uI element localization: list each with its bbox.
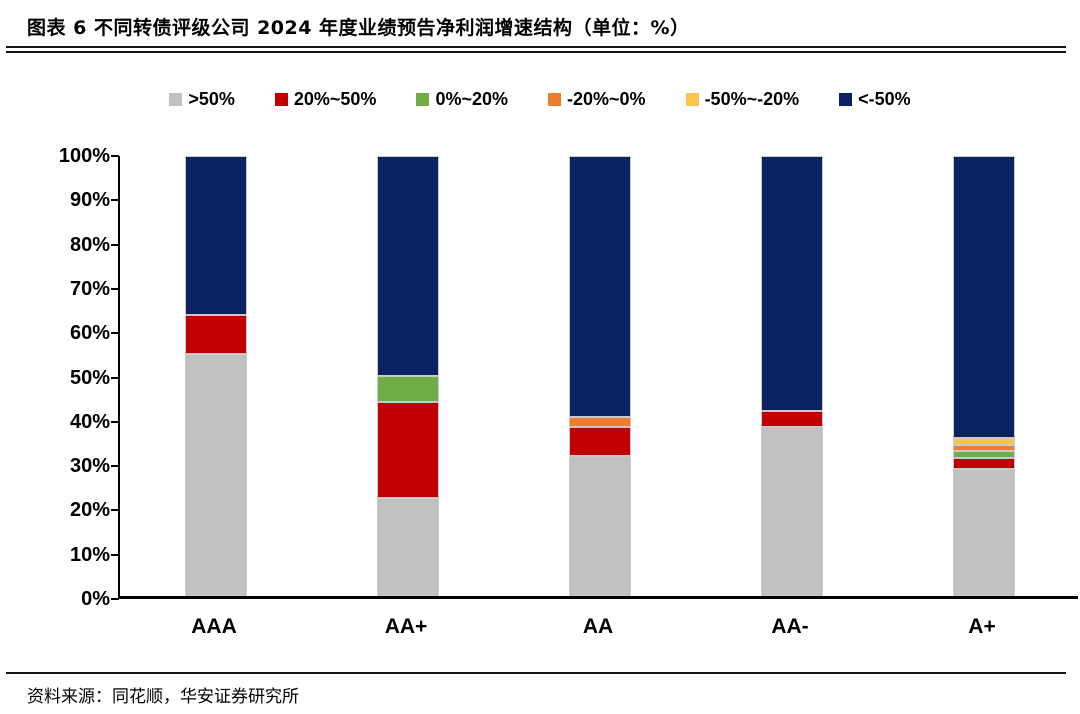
y-axis-tick: [111, 376, 119, 379]
x-axis-label: AA+: [384, 615, 428, 638]
figure-title: 图表 6 不同转债评级公司 2024 年度业绩预告净利润增速结构（单位：%）: [27, 17, 690, 39]
bar-segment: [569, 456, 631, 596]
y-axis-label: 40%: [69, 410, 110, 433]
legend-swatch-icon: [548, 92, 561, 106]
bar-segment: [953, 156, 1015, 439]
x-axis-labels: AAA AA+ AA AA- A+: [118, 615, 1078, 643]
bar-segment: [761, 156, 823, 412]
legend-label: 20%~50%: [293, 88, 377, 109]
bar-segment: [569, 156, 631, 418]
bar-segment: [185, 354, 247, 596]
y-axis-tick: [111, 598, 119, 600]
legend-label: <-50%: [858, 88, 911, 109]
bar-segment: [953, 438, 1015, 446]
legend-label: -50%~-20%: [704, 88, 800, 109]
stacked-bar-aaminus: [761, 156, 823, 596]
y-axis-label: 90%: [69, 189, 110, 212]
y-axis-tick: [111, 420, 119, 423]
y-axis-tick: [111, 243, 119, 246]
legend-label: 0%~20%: [435, 88, 508, 109]
legend-swatch-icon: [685, 92, 699, 106]
bar-segment: [377, 156, 439, 376]
legend-swatch-icon: [274, 92, 288, 106]
y-axis-label: 50%: [69, 366, 110, 389]
source-note: 资料来源：同花顺，华安证券研究所: [27, 687, 299, 706]
legend-swatch-icon: [839, 92, 853, 106]
y-axis-tick: [111, 332, 119, 335]
footer-divider: [6, 672, 1066, 674]
bar-segment: [953, 445, 1015, 451]
bar-segment: [185, 314, 247, 355]
stacked-bar-aaa: [185, 156, 247, 596]
legend-item[interactable]: 0%~20%: [416, 89, 508, 110]
bar-segment: [185, 156, 247, 315]
bar-segment: [569, 417, 631, 428]
bar-segment: [953, 468, 1015, 596]
bar-segment: [569, 427, 631, 457]
y-axis-label: 30%: [69, 455, 110, 478]
y-axis-label: 20%: [69, 499, 110, 522]
y-axis-tick: [111, 287, 119, 290]
x-axis-label: AAA: [191, 615, 237, 638]
legend-swatch-icon: [169, 92, 183, 106]
x-axis-label: A+: [968, 615, 996, 638]
y-axis-label: 60%: [69, 322, 110, 345]
x-axis-label: AA: [582, 615, 614, 638]
stacked-bar-aaplus: [377, 156, 439, 596]
bar-segment: [377, 375, 439, 402]
y-axis-label: 80%: [69, 233, 110, 256]
legend-item[interactable]: -50%~-20%: [685, 88, 800, 110]
y-axis-label: 100%: [58, 145, 110, 167]
legend-swatch-icon: [416, 92, 430, 106]
legend-item[interactable]: -20%~0%: [548, 89, 646, 110]
legend: >50% 20%~50% 0%~20% -20%~0% -50%~-20% <-50%: [0, 86, 1080, 112]
y-axis-label: 10%: [69, 543, 110, 566]
plot-area: [111, 155, 1078, 600]
stacked-bar-aa: [569, 156, 631, 596]
x-axis-label: AA-: [771, 615, 809, 638]
bar-segment: [761, 427, 823, 596]
y-axis-label: 0%: [81, 588, 110, 610]
bar-segment: [377, 497, 439, 596]
y-axis-tick: [111, 553, 119, 556]
legend-item[interactable]: <-50%: [839, 89, 911, 110]
y-axis-tick: [111, 155, 119, 157]
bar-segment: [953, 457, 1015, 469]
bar-segment: [377, 401, 439, 498]
legend-item[interactable]: 20%~50%: [274, 88, 377, 110]
stacked-bar-aplus: [953, 156, 1015, 596]
legend-label: >50%: [188, 88, 235, 109]
title-divider: [6, 46, 1066, 53]
y-axis-tick: [111, 199, 119, 202]
legend-item[interactable]: >50%: [169, 89, 235, 110]
y-axis-label: 70%: [69, 277, 110, 300]
y-axis-tick: [111, 509, 119, 512]
legend-label: -20%~0%: [567, 88, 646, 109]
y-axis-tick: [111, 465, 119, 468]
bar-segment: [953, 450, 1015, 458]
bar-segment: [761, 411, 823, 428]
